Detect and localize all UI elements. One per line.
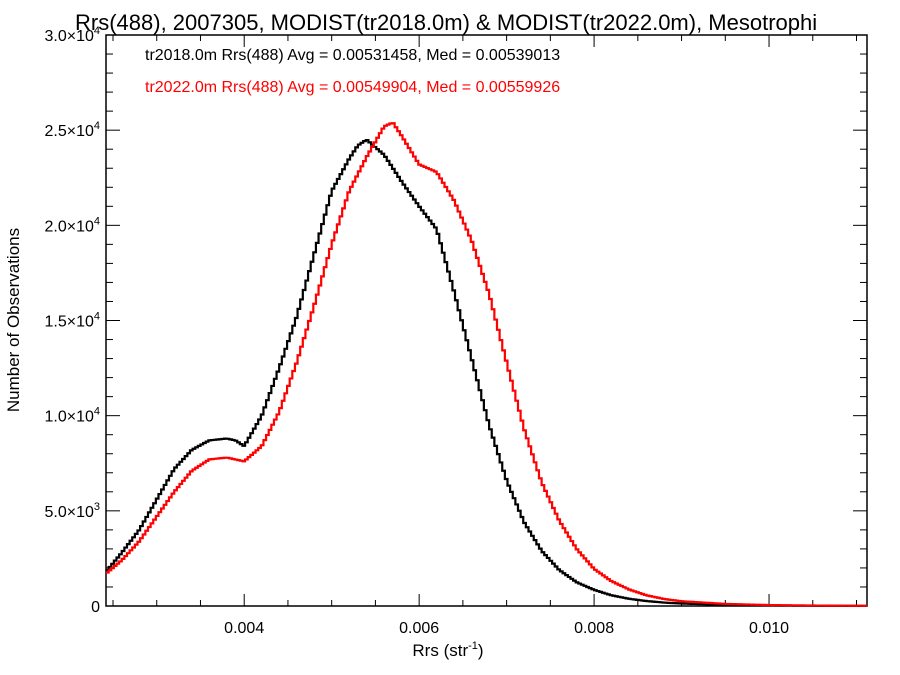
x-tick-label: 0.004 [224, 620, 264, 637]
y-tick-label: 0 [91, 599, 100, 616]
y-tick-mantissa: 0 [91, 599, 100, 616]
x-axis-label-main: Rrs (str [412, 641, 468, 660]
y-tick-mantissa: 2.5×10 [44, 123, 93, 140]
series-annotation-tr2022: tr2022.0m Rrs(488) Avg = 0.00549904, Med… [145, 79, 560, 96]
x-tick-label: 0.008 [574, 620, 614, 637]
series-line-1 [106, 122, 867, 607]
y-tick-exponent: 4 [94, 25, 100, 37]
y-tick-exponent: 4 [94, 215, 100, 227]
y-tick-label: 2.0×104 [44, 215, 100, 235]
y-tick-mantissa: 3.0×10 [44, 28, 93, 45]
y-tick-mantissa: 5.0×10 [44, 504, 93, 521]
y-tick-label: 5.0×103 [44, 501, 100, 521]
plot-frame [105, 34, 868, 607]
x-axis-ticks: 0.004 0.006 0.008 0.010 [112, 35, 858, 637]
y-tick-label: 3.0×104 [44, 25, 100, 45]
y-tick-label: 1.0×104 [44, 406, 100, 426]
y-axis-ticks: 05.0×1031.0×1041.5×1042.0×1042.5×1043.0×… [44, 25, 867, 616]
chart-title: Rrs(488), 2007305, MODIST(tr2018.0m) & M… [75, 10, 817, 35]
y-tick-exponent: 4 [94, 311, 100, 323]
x-axis-label-close: ) [478, 641, 484, 660]
y-tick-exponent: 4 [94, 406, 100, 418]
y-axis-label: Number of Observations [4, 228, 23, 412]
y-tick-mantissa: 1.0×10 [44, 409, 93, 426]
x-axis-label: Rrs (str-1) [412, 640, 483, 660]
series-line-0 [106, 138, 867, 607]
plot-border [105, 34, 868, 607]
x-tick-label: 0.010 [749, 620, 789, 637]
y-tick-label: 2.5×104 [44, 120, 100, 140]
y-tick-exponent: 4 [94, 120, 100, 132]
x-tick-label: 0.006 [399, 620, 439, 637]
series-annotation-tr2018: tr2018.0m Rrs(488) Avg = 0.00531458, Med… [145, 47, 560, 64]
y-tick-mantissa: 2.0×10 [44, 218, 93, 235]
y-tick-exponent: 3 [94, 501, 100, 513]
x-axis-label-superscript: -1 [468, 640, 478, 652]
y-tick-mantissa: 1.5×10 [44, 314, 93, 331]
y-tick-label: 1.5×104 [44, 311, 100, 331]
series-group [106, 122, 867, 607]
